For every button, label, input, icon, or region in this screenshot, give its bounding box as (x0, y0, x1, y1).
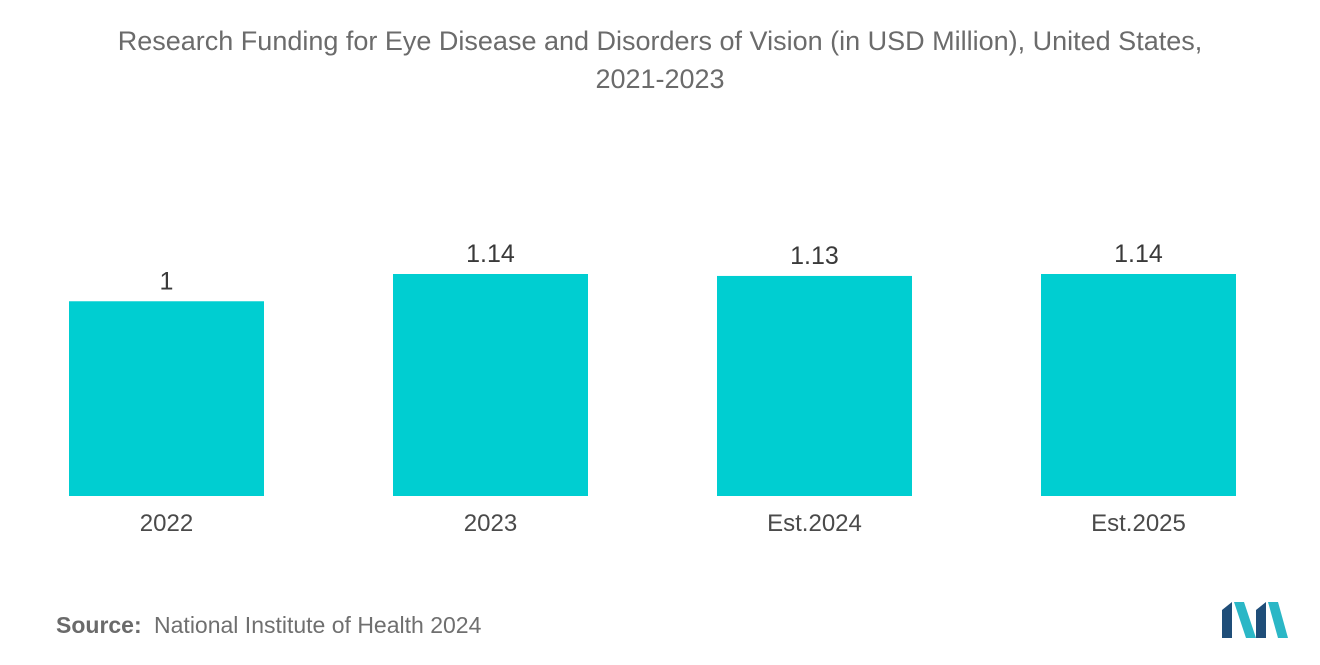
category-label-Est.2025: Est.2025 (1091, 510, 1186, 537)
bar-Est.2024 (717, 275, 912, 496)
bar-2022 (69, 301, 264, 496)
source-text: National Institute of Health 2024 (154, 612, 482, 638)
chart-title-line-1: Research Funding for Eye Disease and Dis… (117, 26, 1203, 56)
category-label-Est.2024: Est.2024 (767, 510, 862, 537)
category-label-2023: 2023 (464, 510, 517, 537)
value-label-Est.2024: 1.13 (790, 242, 839, 270)
value-label-Est.2025: 1.14 (1114, 240, 1163, 268)
bar-Est.2025 (1041, 274, 1236, 496)
mordor-logo-icon (1222, 602, 1288, 638)
bar-2023 (393, 274, 588, 496)
value-label-2022: 1 (160, 267, 174, 295)
source-note: Source: National Institute of Health 202… (56, 612, 481, 639)
source-label: Source: (56, 612, 142, 638)
category-label-2022: 2022 (140, 510, 193, 537)
chart-title: Research Funding for Eye Disease and Dis… (0, 22, 1320, 98)
value-label-2023: 1.14 (466, 240, 515, 268)
chart-title-line-2: 2021-2023 (595, 64, 725, 94)
bar-chart: 1 2022 1.14 2023 1.13 Est.2024 1.14 Est.2025 (69, 240, 1236, 537)
